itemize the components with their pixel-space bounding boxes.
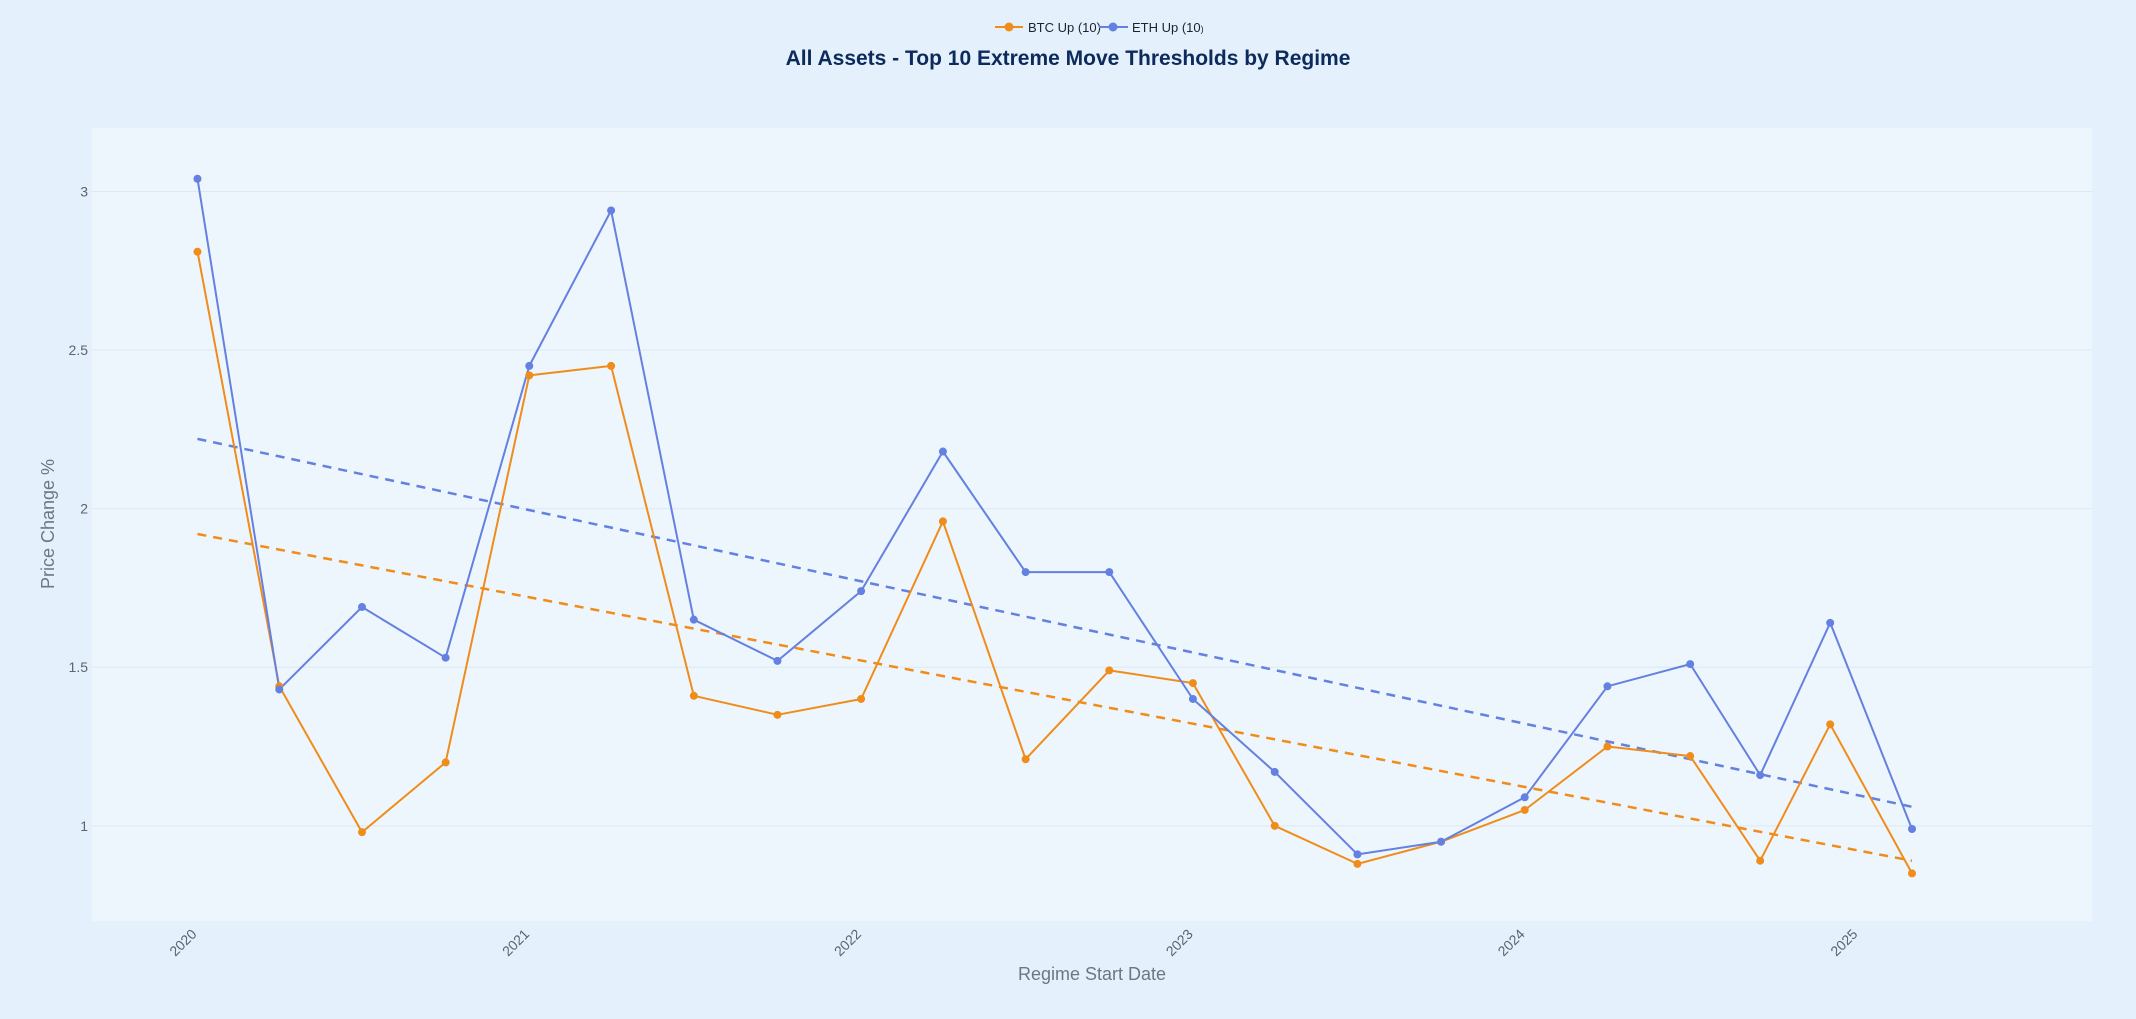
data-point-btc[interactable] <box>1105 666 1114 675</box>
data-point-eth[interactable] <box>773 656 782 665</box>
data-point-btc[interactable] <box>1270 821 1279 830</box>
x-tick-label: 2022 <box>831 926 864 959</box>
data-point-eth[interactable] <box>1520 793 1529 802</box>
data-point-eth[interactable] <box>1021 568 1030 577</box>
legend-eth-label-clip: ) <box>1201 24 1204 34</box>
y-tick-label: 1.5 <box>69 659 89 675</box>
data-point-eth[interactable] <box>193 174 202 183</box>
data-point-eth[interactable] <box>1756 771 1765 780</box>
data-point-eth[interactable] <box>857 587 866 596</box>
x-tick-label: 2021 <box>499 926 532 959</box>
plot-area <box>92 128 2092 921</box>
data-point-btc[interactable] <box>1021 755 1030 764</box>
series-lines <box>196 178 1913 874</box>
legend-btc-marker <box>1004 22 1014 32</box>
data-point-eth[interactable] <box>275 685 284 694</box>
y-axis-ticks: 1 1.5 2 2.5 3 <box>69 183 89 833</box>
data-point-eth[interactable] <box>607 206 616 215</box>
series-markers <box>193 174 1916 878</box>
data-point-eth[interactable] <box>1686 660 1695 669</box>
legend-btc-label: BTC Up (10) <box>1028 20 1101 35</box>
data-point-btc[interactable] <box>1686 752 1695 761</box>
y-tick-label: 2 <box>80 501 88 517</box>
y-tick-label: 2.5 <box>69 342 89 358</box>
data-point-eth[interactable] <box>1603 682 1612 691</box>
data-point-btc[interactable] <box>1188 679 1197 688</box>
data-point-btc[interactable] <box>773 710 782 719</box>
y-tick-label: 1 <box>80 818 88 834</box>
series-line-eth <box>196 178 1913 856</box>
x-axis-title: Regime Start Date <box>1018 964 1166 984</box>
x-tick-label: 2023 <box>1163 926 1196 959</box>
x-tick-label: 2025 <box>1827 926 1860 959</box>
data-point-btc[interactable] <box>689 691 698 700</box>
legend-item-btc[interactable]: BTC Up (10) <box>995 20 1101 35</box>
data-point-btc[interactable] <box>525 371 534 380</box>
data-point-btc[interactable] <box>358 828 366 837</box>
data-point-eth[interactable] <box>1105 568 1114 577</box>
data-point-btc[interactable] <box>1520 805 1529 814</box>
data-point-eth[interactable] <box>1826 618 1835 627</box>
y-tick-label: 3 <box>80 183 88 199</box>
trendline-eth <box>197 437 1913 809</box>
x-tick-label: 2020 <box>166 926 199 959</box>
legend-item-eth[interactable]: ETH Up (10) <box>1099 20 1204 35</box>
data-point-btc[interactable] <box>607 361 616 370</box>
x-axis-ticks: 2020 2021 2022 2023 2024 2025 <box>166 926 1860 959</box>
legend: BTC Up (10) ETH Up (10) <box>995 20 1204 35</box>
data-point-btc[interactable] <box>1826 720 1835 729</box>
gridlines <box>92 190 2092 827</box>
data-point-eth[interactable] <box>689 615 698 624</box>
series-line-btc <box>196 251 1913 874</box>
data-point-eth[interactable] <box>938 447 947 456</box>
y-axis-title: Price Change % <box>38 459 58 589</box>
data-point-btc[interactable] <box>441 758 450 767</box>
data-point-eth[interactable] <box>1908 825 1916 834</box>
data-point-btc[interactable] <box>1756 856 1765 865</box>
data-point-eth[interactable] <box>525 361 534 370</box>
data-point-eth[interactable] <box>358 602 366 611</box>
legend-eth-label: ETH Up (10) <box>1132 20 1204 35</box>
data-point-btc[interactable] <box>1603 742 1612 751</box>
x-tick-label: 2024 <box>1494 926 1527 959</box>
data-point-eth[interactable] <box>441 653 450 662</box>
data-point-eth[interactable] <box>1353 850 1362 859</box>
legend-eth-label-text: ETH Up (10 <box>1132 20 1201 35</box>
legend-eth-marker <box>1108 22 1118 32</box>
data-point-eth[interactable] <box>1270 767 1279 776</box>
data-point-btc[interactable] <box>193 247 202 256</box>
chart-title: All Assets - Top 10 Extreme Move Thresho… <box>786 47 1351 70</box>
data-point-btc[interactable] <box>1353 859 1362 868</box>
data-point-btc[interactable] <box>938 517 947 526</box>
data-point-btc[interactable] <box>1908 869 1916 878</box>
data-point-eth[interactable] <box>1437 837 1446 846</box>
data-point-eth[interactable] <box>1188 694 1197 703</box>
data-point-btc[interactable] <box>857 694 866 703</box>
